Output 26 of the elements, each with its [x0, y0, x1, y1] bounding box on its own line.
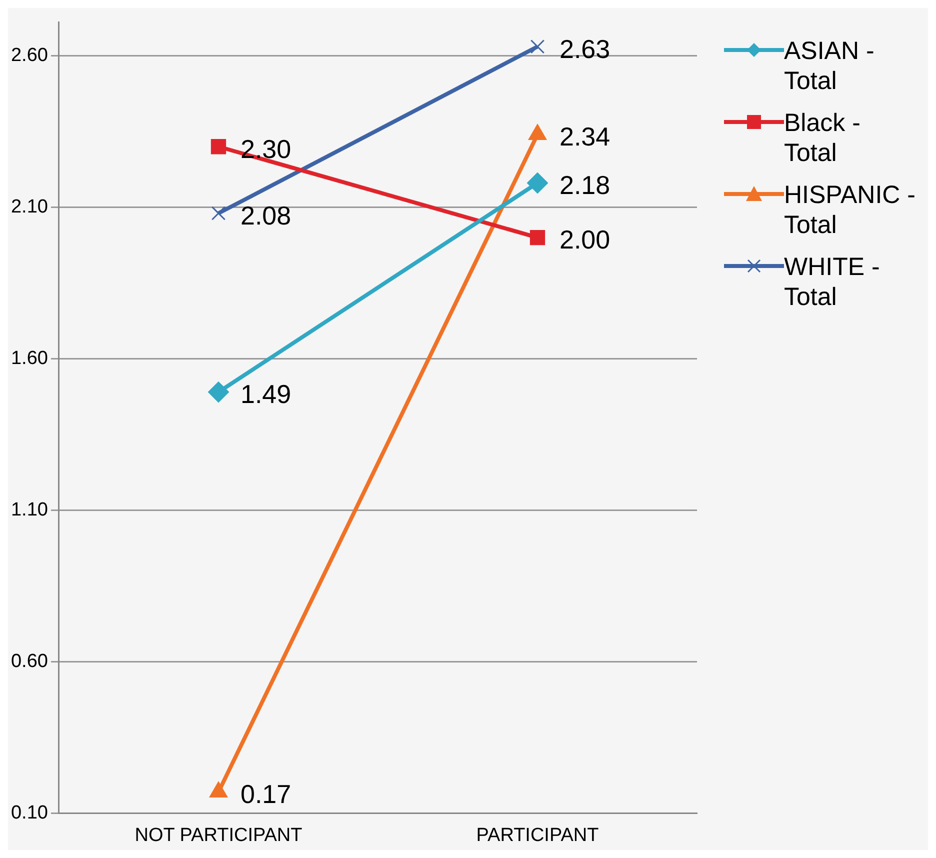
y-tick-label: 0.60 — [10, 650, 48, 672]
data-label: 2.00 — [559, 224, 610, 255]
data-label: 1.49 — [240, 379, 292, 410]
point — [530, 40, 545, 54]
y-tick-label: 2.60 — [10, 44, 48, 66]
data-label: 0.17 — [240, 779, 292, 810]
data-label: 2.18 — [559, 170, 610, 200]
point — [210, 139, 226, 154]
y-tick-label: 0.10 — [10, 802, 48, 824]
legend-label: HISPANIC - Total — [784, 180, 916, 240]
x-tick-label: PARTICIPANT — [476, 824, 600, 846]
point — [211, 206, 226, 220]
x-tick-label: NOT PARTICIPANT — [134, 824, 303, 846]
point — [530, 230, 546, 246]
data-label: 2.08 — [240, 200, 292, 230]
data-label: 2.34 — [559, 122, 610, 152]
legend-label: ASIAN - Total — [784, 36, 874, 96]
point — [526, 172, 548, 194]
legend-label: WHITE - Total — [784, 252, 880, 312]
y-tick-label: 1.60 — [10, 348, 48, 369]
data-label: 2.63 — [559, 34, 610, 64]
point — [208, 382, 229, 403]
y-tick-label: 2.10 — [10, 196, 48, 218]
data-label: 2.30 — [240, 134, 292, 164]
y-tick-label: 1.10 — [10, 499, 48, 520]
legend-label: Black - Total — [784, 108, 860, 168]
